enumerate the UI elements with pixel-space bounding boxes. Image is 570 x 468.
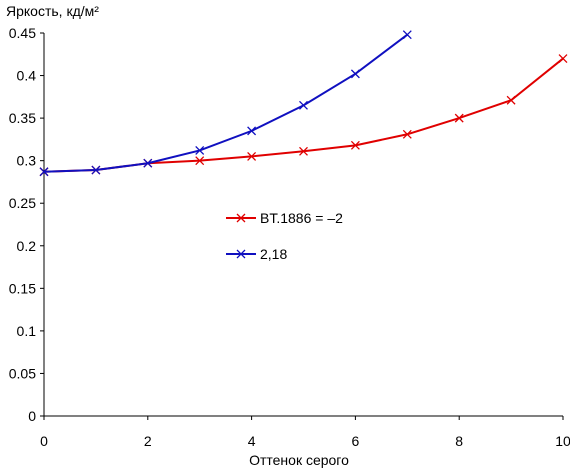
y-tick-label: 0 [28,408,36,424]
x-tick-label: 0 [40,433,48,449]
data-point [402,129,412,139]
data-point [558,54,568,63]
x-tick-label: 6 [352,433,360,449]
data-point [402,30,412,40]
y-axis-ticks: 0 0.05 0.1 0.15 0.2 0.25 0.3 0.35 0.4 0.45 [9,25,44,424]
data-point [350,69,360,79]
x-tick-label: 4 [248,433,256,449]
data-point [454,113,464,123]
legend: BT.1886 = –2 2,18 [226,210,343,262]
series-line-1 [43,33,408,173]
data-point [195,145,205,155]
legend-marker-1 [236,249,246,259]
y-tick-label: 0.35 [9,110,36,126]
series-line-0 [43,57,564,173]
data-point [350,140,360,150]
y-tick-label: 0.05 [9,365,36,381]
legend-label-1: 2,18 [260,246,287,262]
data-point [299,146,308,156]
x-tick-label: 10 [555,433,570,449]
data-point [299,100,308,110]
x-axis-label: Оттенок серого [249,452,349,468]
y-tick-label: 0.15 [9,280,36,296]
data-point [247,126,257,136]
y-tick-label: 0.2 [17,238,37,254]
x-axis-ticks: 0 2 4 6 8 10 [40,416,570,449]
y-tick-label: 0.4 [17,68,37,84]
data-point [39,167,49,177]
y-tick-label: 0.45 [9,25,36,41]
x-tick-label: 2 [144,433,152,449]
data-point [195,156,205,166]
x-tick-label: 8 [455,433,463,449]
data-point [143,158,153,168]
y-tick-label: 0.25 [9,195,36,211]
legend-label-0: BT.1886 = –2 [260,210,343,226]
data-point [247,151,257,161]
data-point [91,165,101,175]
legend-marker-0 [236,213,246,223]
y-tick-label: 0.1 [17,323,37,339]
series-group [39,30,568,177]
data-point [506,95,516,105]
y-tick-label: 0.3 [17,153,37,169]
y-axis-label: Яркость, кд/м² [6,3,99,19]
